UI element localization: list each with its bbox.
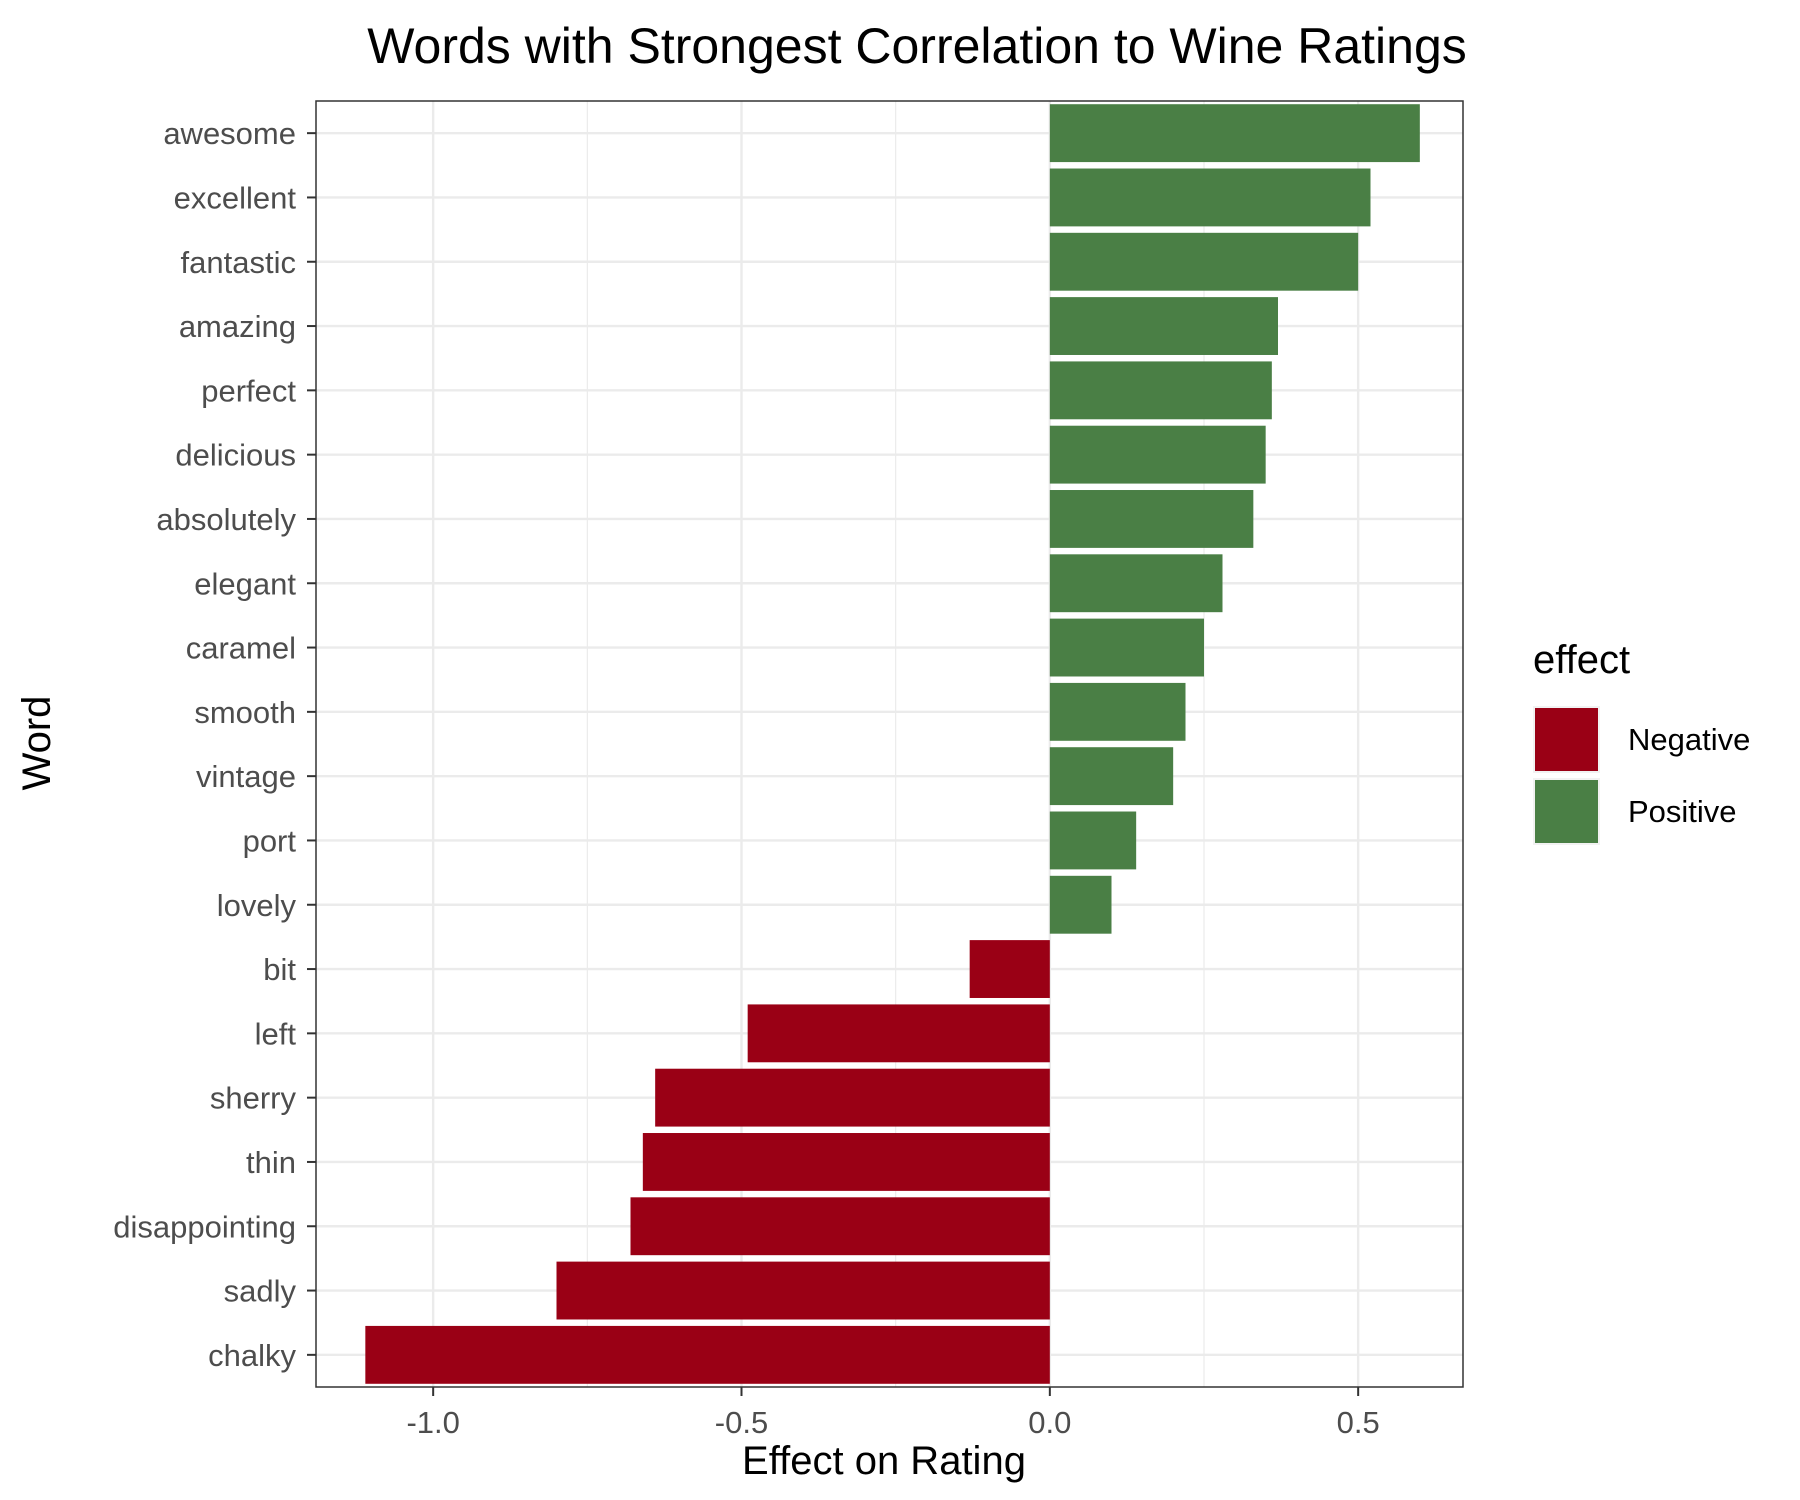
bar-elegant: [1049, 554, 1223, 613]
y-tick-label-port: port: [243, 823, 297, 858]
bar-bit: [969, 940, 1050, 998]
bar-absolutely: [1049, 490, 1254, 548]
y-tick-label-chalky: chalky: [208, 1338, 296, 1373]
y-tick-label-left: left: [255, 1016, 297, 1051]
y-tick-label-fantastic: fantastic: [181, 245, 296, 280]
y-tick-label-delicious: delicious: [175, 438, 296, 473]
y-tick-label-awesome: awesome: [163, 116, 296, 151]
y-tick-label-bit: bit: [263, 952, 296, 987]
bar-fantastic: [1049, 232, 1359, 291]
legend: effect Negative Positive: [1533, 638, 1750, 845]
chart-title: Words with Strongest Correlation to Wine…: [367, 18, 1467, 74]
bar-thin: [642, 1133, 1050, 1191]
bar-delicious: [1049, 425, 1266, 484]
y-tick-label-sherry: sherry: [210, 1081, 297, 1116]
x-axis: -1.0 -0.5 0.0 0.5: [406, 1387, 1380, 1440]
y-tick-label-absolutely: absolutely: [156, 502, 296, 537]
bar-lovely: [1049, 875, 1112, 934]
x-tick-label: 0.0: [1028, 1405, 1071, 1440]
y-tick-label-sadly: sadly: [224, 1274, 297, 1309]
y-axis-title: Word: [15, 696, 59, 791]
legend-title: effect: [1533, 638, 1630, 682]
bar-amazing: [1049, 297, 1278, 355]
y-tick-label-vintage: vintage: [196, 759, 296, 794]
x-tick-label: -0.5: [715, 1405, 768, 1440]
x-tick-label: -1.0: [406, 1405, 459, 1440]
legend-swatch-negative: [1535, 708, 1598, 771]
y-tick-label-amazing: amazing: [179, 309, 296, 344]
bar-smooth: [1049, 682, 1186, 741]
x-axis-title: Effect on Rating: [742, 1439, 1026, 1483]
bar-disappointing: [630, 1197, 1050, 1256]
bar-perfect: [1049, 361, 1272, 420]
y-tick-label-disappointing: disappointing: [113, 1209, 296, 1244]
bar-chalky: [365, 1325, 1050, 1384]
bar-left: [747, 1004, 1050, 1063]
plot-panel: [316, 101, 1463, 1387]
y-tick-label-lovely: lovely: [217, 888, 297, 923]
bar-vintage: [1049, 747, 1174, 806]
y-tick-label-thin: thin: [246, 1145, 296, 1180]
y-tick-label-excellent: excellent: [174, 180, 297, 215]
bar-excellent: [1049, 168, 1371, 227]
plot-area: [315, 100, 1464, 1388]
y-tick-label-elegant: elegant: [194, 566, 296, 601]
y-tick-label-smooth: smooth: [194, 695, 296, 730]
y-axis: awesome excellent fantastic amazing perfect d…: [113, 116, 316, 1373]
y-tick-label-caramel: caramel: [186, 631, 296, 666]
x-tick-label: 0.5: [1337, 1405, 1380, 1440]
legend-swatch-positive: [1535, 780, 1598, 843]
bar-awesome: [1049, 104, 1420, 163]
legend-label-positive: Positive: [1628, 794, 1737, 829]
bar-sadly: [556, 1261, 1050, 1320]
bar-port: [1049, 811, 1137, 870]
legend-label-negative: Negative: [1628, 722, 1750, 757]
y-tick-label-perfect: perfect: [201, 373, 296, 408]
bar-caramel: [1049, 618, 1204, 677]
bars: [365, 104, 1420, 1384]
bar-sherry: [655, 1068, 1050, 1127]
plot-border: [315, 100, 1464, 1388]
